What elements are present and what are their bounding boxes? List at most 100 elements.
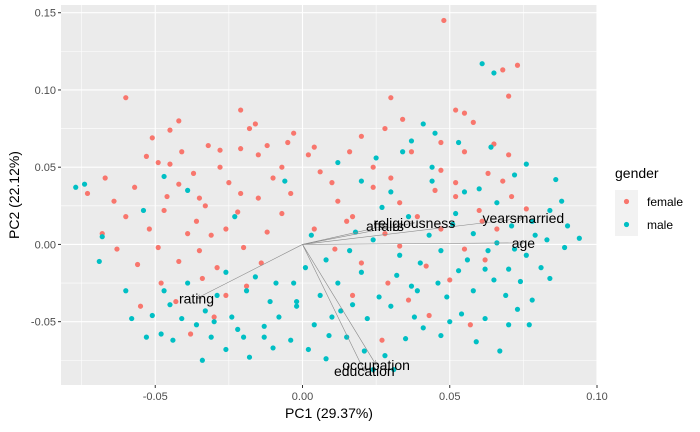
point-male xyxy=(506,266,512,272)
point-male xyxy=(414,288,420,294)
point-female xyxy=(255,152,261,158)
point-female xyxy=(358,133,364,139)
point-male xyxy=(232,214,238,220)
point-female xyxy=(264,229,270,235)
loading-arrow xyxy=(196,244,303,299)
point-female xyxy=(432,187,438,193)
point-male xyxy=(335,159,341,166)
point-male xyxy=(544,237,550,243)
point-female xyxy=(485,170,491,176)
point-female xyxy=(506,93,512,99)
point-male xyxy=(408,283,415,289)
point-male xyxy=(491,70,497,76)
point-male xyxy=(223,269,229,275)
x-axis-ticks: -0.05 0.00 0.05 0.10 xyxy=(143,385,608,403)
point-male xyxy=(261,323,267,329)
loading-arrowhead xyxy=(380,224,386,230)
point-male xyxy=(81,181,88,187)
point-male xyxy=(370,237,376,243)
legend-swatch xyxy=(623,221,630,228)
point-female xyxy=(461,110,468,116)
loading-arrow xyxy=(302,242,524,245)
point-female xyxy=(349,214,356,220)
point-male xyxy=(291,280,297,286)
point-male xyxy=(491,277,497,283)
point-male xyxy=(347,248,353,254)
point-female xyxy=(500,178,506,184)
point-female xyxy=(111,198,117,204)
point-female xyxy=(84,190,91,197)
point-female xyxy=(400,116,406,122)
point-female xyxy=(223,226,229,232)
point-female xyxy=(426,312,432,319)
point-female xyxy=(211,314,217,320)
point-female xyxy=(255,195,261,201)
point-female xyxy=(388,95,394,101)
point-male xyxy=(294,298,300,305)
point-male xyxy=(246,354,253,360)
point-female xyxy=(349,292,356,299)
loading-arrowhead xyxy=(518,216,525,222)
point-male xyxy=(361,348,367,354)
point-female xyxy=(155,244,161,251)
point-male xyxy=(529,297,535,303)
point-female xyxy=(238,146,244,152)
point-male xyxy=(394,272,400,278)
point-male xyxy=(547,275,553,282)
minor-grid xyxy=(61,5,597,385)
point-female xyxy=(479,218,485,224)
point-female xyxy=(476,207,482,214)
point-female xyxy=(102,175,108,181)
point-female xyxy=(279,164,285,170)
point-male xyxy=(270,345,276,351)
point-male xyxy=(123,288,129,294)
point-female xyxy=(270,175,276,181)
point-male xyxy=(352,229,359,235)
point-male xyxy=(476,186,482,192)
y-axis-title: PC2 (22.12%) xyxy=(6,151,22,239)
point-male xyxy=(317,292,323,299)
point-female xyxy=(155,159,161,166)
point-female xyxy=(388,175,394,181)
point-female xyxy=(167,161,173,167)
loading-arrows xyxy=(195,216,525,372)
point-female xyxy=(238,190,244,197)
point-male xyxy=(553,176,559,183)
point-male xyxy=(479,61,485,67)
loading-arrowhead xyxy=(409,221,416,227)
point-female xyxy=(252,121,258,127)
point-female xyxy=(246,125,253,132)
point-male xyxy=(338,308,344,314)
point-female xyxy=(193,218,200,224)
point-male xyxy=(364,315,370,322)
point-female xyxy=(438,167,444,173)
y-axis-ticks: -0.05 0.00 0.05 0.10 0.15 xyxy=(31,8,61,329)
point-male xyxy=(405,214,412,220)
point-male xyxy=(470,231,476,237)
point-female xyxy=(514,62,521,68)
point-male xyxy=(497,348,503,354)
point-female xyxy=(397,200,403,206)
point-female xyxy=(258,260,264,266)
point-male xyxy=(514,306,521,312)
point-male xyxy=(302,265,309,271)
point-male xyxy=(482,315,488,322)
point-male xyxy=(376,294,382,300)
y-tick-label: 0.05 xyxy=(35,162,56,174)
point-female xyxy=(190,170,197,176)
point-female xyxy=(173,298,179,305)
legend-swatch xyxy=(623,198,630,205)
point-male xyxy=(185,187,191,193)
point-male xyxy=(323,356,329,362)
point-female xyxy=(305,152,311,158)
point-female xyxy=(447,277,453,283)
point-female xyxy=(344,218,350,224)
point-male xyxy=(450,221,456,227)
point-female xyxy=(279,210,285,217)
point-female xyxy=(506,152,512,158)
point-female xyxy=(176,181,182,187)
point-male xyxy=(429,164,435,170)
point-male xyxy=(444,294,450,300)
major-grid xyxy=(61,5,598,385)
